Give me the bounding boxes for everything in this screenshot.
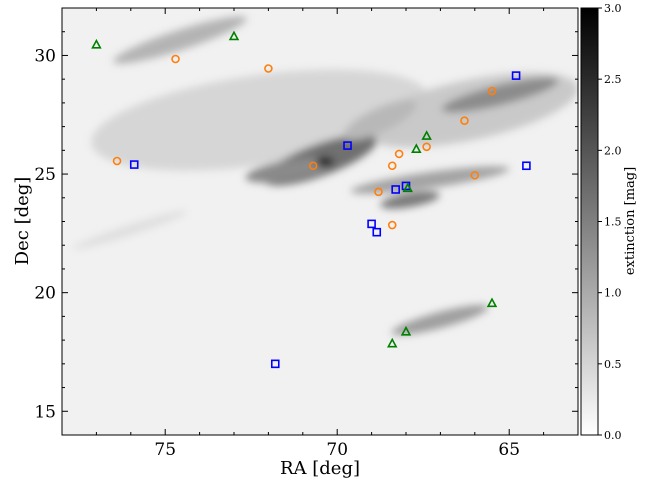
circle-marker [487, 86, 497, 96]
triangle-marker [421, 130, 432, 140]
colorbar-gradient [580, 7, 599, 436]
triangle-marker [386, 337, 398, 348]
x-tick-label: 75 [154, 440, 176, 460]
circle-marker [264, 64, 273, 73]
circle-marker [171, 54, 180, 64]
colorbar-tick-label: 0.0 [604, 429, 622, 442]
circle-marker [460, 116, 469, 125]
colorbar-tick-label: 2.0 [604, 144, 622, 157]
square-marker [511, 71, 521, 80]
triangle-marker [400, 325, 412, 336]
x-tick-label: 65 [498, 440, 520, 460]
y-tick-label: 20 [34, 284, 56, 304]
colorbar-ticks: 0.0 0.5 1.0 1.5 2.0 2.5 3.0 [598, 2, 622, 442]
y-tick-label: 15 [34, 402, 56, 422]
colorbar-tick-label: 2.5 [604, 73, 622, 86]
colorbar-tick-label: 3.0 [604, 2, 622, 15]
y-axis-ticks: 15 20 25 30 [34, 31, 578, 422]
square-marker [522, 161, 531, 171]
y-tick-label: 30 [34, 46, 56, 66]
circle-marker [394, 149, 404, 159]
square-marker [367, 219, 376, 229]
square-marker [270, 359, 280, 369]
triangle-marker [402, 182, 413, 193]
circle-marker [422, 142, 431, 152]
plot-area [62, 8, 578, 435]
data-markers [91, 30, 531, 369]
triangle-marker [411, 143, 422, 153]
square-marker [391, 185, 400, 194]
circle-marker [308, 161, 318, 171]
circle-marker [470, 170, 480, 180]
x-axis-ticks: 75 70 65 [95, 8, 579, 460]
circle-marker [387, 220, 397, 230]
triangle-marker [486, 297, 498, 308]
triangle-marker [91, 38, 102, 49]
square-marker [129, 160, 139, 169]
colorbar: 0.0 0.5 1.0 1.5 2.0 2.5 3.0 extinction [mag] [580, 2, 638, 442]
colorbar-tick-label: 1.0 [604, 287, 622, 300]
y-tick-label: 25 [34, 165, 56, 185]
triangle-marker [228, 30, 240, 41]
colorbar-tick-label: 1.5 [604, 216, 622, 229]
colorbar-tick-label: 0.5 [604, 358, 622, 371]
colorbar-label: extinction [mag] [623, 167, 638, 275]
circle-marker [112, 156, 122, 166]
circle-marker [374, 187, 383, 197]
circle-marker [387, 161, 397, 171]
x-tick-label: 70 [326, 440, 348, 460]
square-marker [343, 141, 352, 150]
y-axis-label: Dec [deg] [12, 177, 33, 266]
x-axis-label: RA [deg] [280, 458, 360, 479]
square-marker [372, 227, 382, 237]
